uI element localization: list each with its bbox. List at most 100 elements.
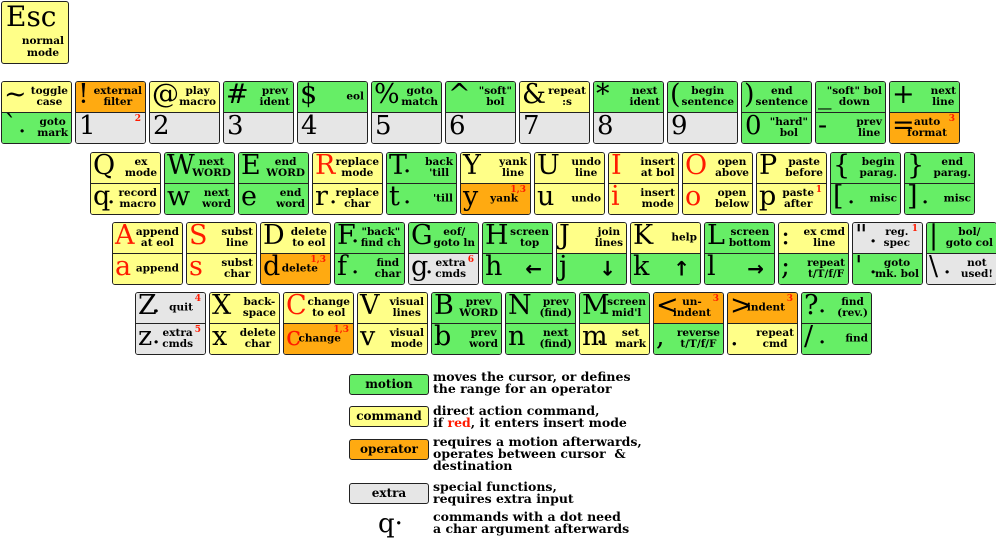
- legend-command-post: , it enters insert mode: [470, 415, 627, 430]
- keyboard-key: T · back 'till t ·'till: [386, 152, 457, 215]
- key-description: bol/ goto col: [945, 225, 993, 249]
- key-top-row1-2: @ · play macro: [150, 82, 219, 113]
- keyboard-key: {begin parag. [· misc: [830, 152, 901, 215]
- key-char: Y: [463, 153, 481, 181]
- key-bot-row4-9: / · find: [802, 323, 871, 354]
- legend-command-text: direct action command, if red, it enters …: [433, 403, 627, 430]
- key-bot-row3-2: d delete 1,3: [261, 253, 330, 284]
- key-description: undo: [571, 192, 601, 205]
- key-number: 5: [375, 112, 392, 141]
- footnote-marker: 1,3: [333, 324, 349, 335]
- key-description: begin parag.: [859, 155, 897, 179]
- char-argument-dot: ·: [819, 331, 826, 353]
- key-description: ex cmd line: [803, 225, 845, 249]
- char-argument-dot: ·: [19, 120, 26, 142]
- char-argument-dot: ·: [153, 331, 160, 353]
- key-top-row3-11: | bol/ goto col: [927, 223, 996, 254]
- key-description: subst char: [221, 256, 253, 280]
- key-description: not used!: [960, 256, 993, 280]
- key-bot-row4-3: v visual mode: [358, 323, 427, 354]
- key-top-row1-4: $ eol: [298, 82, 367, 113]
- key-top-row1-10: ) end sentence: [742, 82, 811, 113]
- key-char: j: [559, 253, 568, 282]
- key-top-row2-4: T · back 'till: [387, 153, 456, 184]
- key-char: R: [315, 153, 336, 181]
- key-char: f: [337, 253, 347, 282]
- key-description: "back" find ch: [360, 225, 401, 249]
- key-description: toggle case: [30, 84, 68, 108]
- key-char: o: [685, 183, 702, 212]
- key-description: open below: [714, 186, 749, 210]
- key-number: 0: [745, 112, 762, 141]
- key-char: `: [4, 112, 18, 141]
- legend-command-red-word: red: [447, 415, 471, 430]
- keyboard-key: ) end sentence 0 "hard" bol: [741, 81, 812, 144]
- arrow-down-icon: ↓: [599, 256, 616, 281]
- key-bot-row2-3: r · replace char: [313, 183, 382, 214]
- legend-command-line1: direct action command,: [433, 403, 600, 418]
- key-bot-row3-5: h ←: [483, 253, 552, 284]
- char-argument-dot: ·: [330, 191, 337, 213]
- key-char: W: [167, 153, 195, 181]
- key-bot-row4-2: c change 1,3: [284, 323, 353, 354]
- legend-extra-text: special functions, requires extra input: [433, 479, 574, 506]
- key-char: e: [241, 183, 257, 212]
- key-top-row4-9: ? · find (rev.): [802, 293, 871, 324]
- key-char: O: [685, 153, 708, 181]
- keyboard-key: F · "back" find ch f · find char: [334, 222, 405, 285]
- key-description: append: [135, 262, 179, 275]
- key-char: n: [508, 323, 526, 352]
- key-description: ex mode: [124, 155, 157, 179]
- key-char: F: [337, 223, 356, 251]
- key-bot-row4-6: m · set mark: [580, 323, 649, 354]
- key-description: auto format: [907, 115, 947, 139]
- arrow-right-icon: →: [747, 256, 764, 281]
- key-char: *: [596, 82, 610, 110]
- key-description: prev (find): [539, 295, 572, 319]
- footnote-marker: 5: [194, 324, 201, 335]
- char-argument-dot: ·: [167, 90, 174, 111]
- key-char: k: [633, 253, 650, 282]
- key-description: "soft" bol: [478, 84, 512, 108]
- key-bot-row1-5: 5: [372, 112, 441, 143]
- key-bot-row3-3: f · find char: [335, 253, 404, 284]
- key-description: 'till: [432, 192, 453, 205]
- key-description: prev line: [856, 115, 882, 139]
- keyboard-key: ? · find (rev.) / · find: [801, 292, 872, 355]
- key-description: end sentence: [755, 84, 808, 108]
- key-char: ": [855, 223, 868, 251]
- key-description: set mark: [615, 326, 646, 350]
- key-description: delete: [281, 262, 318, 275]
- key-char: :: [781, 223, 791, 251]
- key-description: end parag.: [933, 155, 971, 179]
- key-description: find char: [374, 256, 401, 280]
- key-char: ?: [804, 293, 819, 321]
- key-description: open above: [715, 155, 749, 179]
- key-number: 3: [227, 112, 244, 141]
- key-char: B: [434, 293, 454, 321]
- keyboard-key: } end parag.] · misc: [904, 152, 975, 215]
- key-char: ): [744, 82, 755, 110]
- key-description: delete to eol: [290, 225, 327, 249]
- key-description: next (find): [539, 326, 572, 350]
- key-bot-row1-8: 8: [594, 112, 663, 143]
- key-char: r: [315, 183, 328, 212]
- key-top-row2-10: {begin parag.: [831, 153, 900, 184]
- key-description: undo line: [571, 155, 601, 179]
